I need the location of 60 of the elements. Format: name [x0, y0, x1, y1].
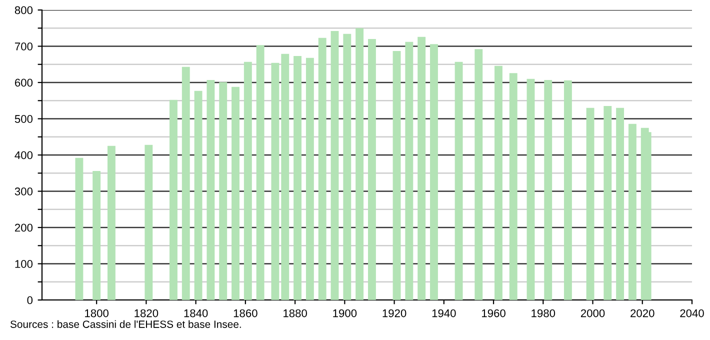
bar: [343, 34, 352, 300]
bar: [318, 38, 326, 300]
bar: [509, 73, 518, 300]
x-tick-label: 1900: [333, 309, 357, 318]
y-tick-label: 700: [15, 42, 33, 50]
x-tick-label: 1920: [382, 309, 406, 318]
bar: [526, 78, 535, 300]
bar: [219, 82, 228, 300]
bar: [182, 66, 190, 300]
bar: [544, 80, 552, 300]
y-tick-label: 400: [14, 151, 33, 160]
bar: [194, 90, 202, 300]
bar: [281, 54, 290, 300]
x-tick-label: 1860: [234, 309, 258, 318]
x-tick-label: 1820: [134, 309, 158, 318]
bar: [418, 36, 426, 300]
source-note: Sources : base Cassini de l'EHESS et base Insee.: [10, 320, 241, 328]
bar: [271, 62, 280, 300]
bar: [616, 108, 624, 300]
x-tick-label: 1940: [432, 309, 456, 318]
bar: [430, 44, 438, 300]
bar: [232, 86, 240, 300]
bar: [494, 66, 502, 300]
bar: [330, 31, 339, 300]
bar: [244, 62, 252, 300]
bar: [206, 80, 215, 300]
bar: [356, 28, 364, 300]
y-tick-label: 300: [14, 188, 33, 196]
bar: [586, 108, 594, 300]
x-tick-label: 1980: [532, 309, 556, 318]
x-tick-label: 2040: [680, 309, 704, 318]
bar: [294, 56, 302, 300]
bar: [640, 128, 649, 300]
bar: [306, 58, 314, 300]
x-tick-label: 2000: [580, 309, 605, 318]
bar: [170, 100, 178, 300]
bar: [75, 158, 84, 300]
bar: [454, 62, 463, 300]
x-tick-label: 1880: [284, 309, 307, 318]
bar: [392, 50, 401, 300]
y-tick-label: 200: [14, 224, 33, 232]
y-tick-label: 800: [14, 6, 33, 14]
x-tick-label: 2020: [630, 309, 654, 318]
bar: [107, 146, 116, 300]
bar: [564, 80, 572, 300]
bar: [144, 144, 153, 300]
bar: [368, 39, 376, 300]
bar: [256, 45, 264, 300]
bar: [604, 106, 612, 300]
x-tick-label: 1800: [85, 309, 109, 318]
bar: [405, 42, 414, 300]
y-tick-label: 500: [14, 115, 33, 123]
bar: [92, 170, 101, 300]
y-tick-label: 0: [27, 296, 33, 304]
bar: [474, 49, 483, 300]
y-tick-label: 600: [15, 78, 33, 87]
y-tick-label: 100: [15, 260, 33, 268]
bar: [628, 124, 636, 300]
x-tick-label: 1960: [482, 309, 506, 318]
x-tick-label: 1840: [184, 309, 208, 318]
